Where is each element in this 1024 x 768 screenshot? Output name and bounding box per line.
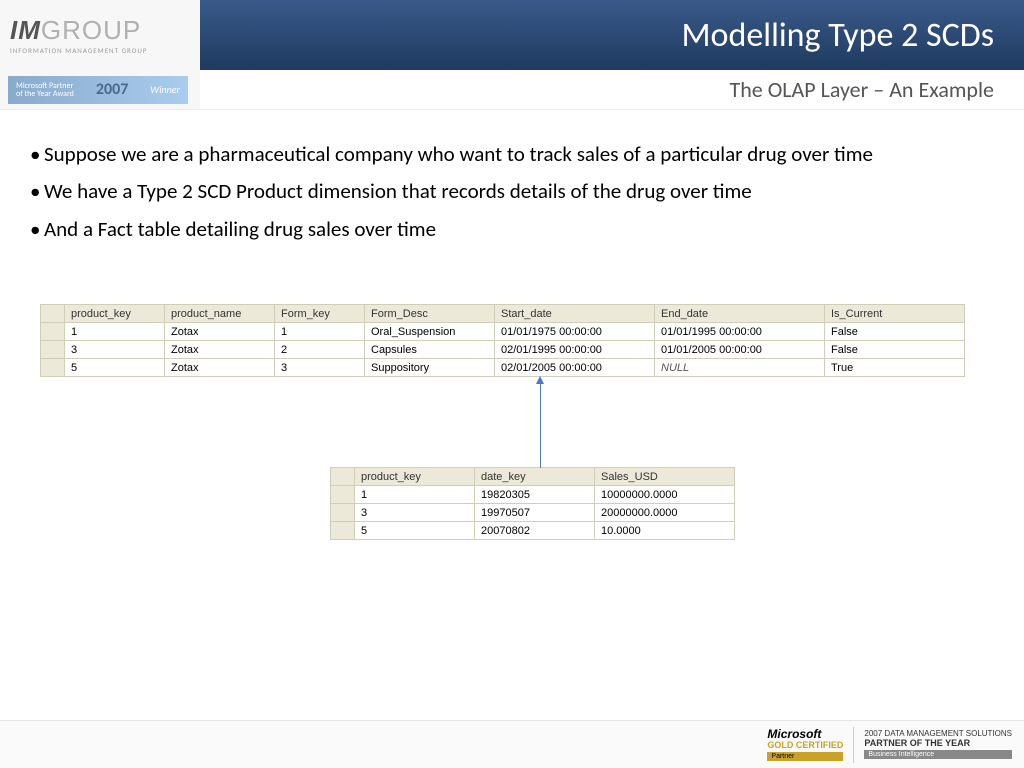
column-header: Start_date — [495, 305, 655, 323]
table-cell: 5 — [65, 359, 165, 377]
award-badge-area: Microsoft Partner of the Year Award 2007… — [0, 70, 200, 109]
badge-line2: of the Year Award — [16, 90, 74, 98]
table-cell: 01/01/2005 00:00:00 — [655, 341, 825, 359]
column-header: Sales_USD — [595, 468, 735, 486]
tables-area: product_keyproduct_nameForm_keyForm_Desc… — [30, 304, 994, 540]
row-header — [331, 522, 355, 540]
bullet-list: Suppose we are a pharmaceutical company … — [30, 140, 994, 244]
table-cell: 19820305 — [475, 486, 595, 504]
gold-certified: GOLD CERTIFIED — [767, 741, 843, 751]
table-cell: True — [825, 359, 965, 377]
row-header-corner — [41, 305, 65, 323]
badge-year: 2007 — [96, 80, 128, 99]
table-row: 5Zotax3Suppository02/01/2005 00:00:00NUL… — [41, 359, 965, 377]
dimension-table-wrap: product_keyproduct_nameForm_keyForm_Desc… — [40, 304, 994, 377]
table-cell: Capsules — [365, 341, 495, 359]
row-header — [41, 359, 65, 377]
ms-gold-cert: Microsoft GOLD CERTIFIED Partner — [757, 727, 843, 763]
poy-title: PARTNER OF THE YEAR — [864, 739, 1012, 749]
page-title: Modelling Type 2 SCDs — [681, 15, 994, 56]
row-header — [331, 504, 355, 522]
table-cell: 2 — [275, 341, 365, 359]
table-row: 31997050720000000.0000 — [331, 504, 735, 522]
table-cell: NULL — [655, 359, 825, 377]
fact-table: product_keydate_keySales_USD119820305100… — [330, 467, 735, 540]
award-badge: Microsoft Partner of the Year Award 2007… — [8, 76, 188, 104]
table-cell: Oral_Suspension — [365, 323, 495, 341]
table-cell: 19970507 — [475, 504, 595, 522]
table-cell: 1 — [355, 486, 475, 504]
footer: Microsoft GOLD CERTIFIED Partner 2007 DA… — [0, 720, 1024, 768]
column-header: date_key — [475, 468, 595, 486]
column-header: Is_Current — [825, 305, 965, 323]
column-header: Form_key — [275, 305, 365, 323]
table-cell: 20070802 — [475, 522, 595, 540]
logo: IMGROUP — [10, 15, 190, 46]
logo-subtitle: INFORMATION MANAGEMENT GROUP — [10, 46, 190, 55]
table-cell: 3 — [355, 504, 475, 522]
row-header-corner — [331, 468, 355, 486]
row-header — [41, 341, 65, 359]
column-header: product_key — [355, 468, 475, 486]
dimension-table: product_keyproduct_nameForm_keyForm_Desc… — [40, 304, 965, 377]
table-cell: 1 — [65, 323, 165, 341]
column-header: product_key — [65, 305, 165, 323]
table-row: 52007080210.0000 — [331, 522, 735, 540]
sub-header: Microsoft Partner of the Year Award 2007… — [0, 70, 1024, 110]
table-cell: 01/01/1995 00:00:00 — [655, 323, 825, 341]
table-cell: Suppository — [365, 359, 495, 377]
bi-label: Business Intelligence — [864, 750, 1012, 760]
table-cell: 02/01/2005 00:00:00 — [495, 359, 655, 377]
logo-light: GROUP — [41, 15, 141, 45]
column-header: Form_Desc — [365, 305, 495, 323]
logo-area: IMGROUP INFORMATION MANAGEMENT GROUP — [0, 0, 200, 70]
column-header: product_name — [165, 305, 275, 323]
bullet-item: We have a Type 2 SCD Product dimension t… — [30, 177, 994, 206]
table-cell: 20000000.0000 — [595, 504, 735, 522]
header: IMGROUP INFORMATION MANAGEMENT GROUP Mod… — [0, 0, 1024, 70]
bullet-item: And a Fact table detailing drug sales ov… — [30, 215, 994, 244]
badge-winner: Winner — [150, 83, 180, 96]
table-cell: Zotax — [165, 323, 275, 341]
table-cell: 02/01/1995 00:00:00 — [495, 341, 655, 359]
row-header — [41, 323, 65, 341]
table-cell: 1 — [275, 323, 365, 341]
table-cell: False — [825, 341, 965, 359]
subtitle: The OLAP Layer – An Example — [200, 70, 1024, 109]
content: Suppose we are a pharmaceutical company … — [0, 110, 1024, 550]
table-row: 1Zotax1Oral_Suspension01/01/1975 00:00:0… — [41, 323, 965, 341]
table-cell: 10000000.0000 — [595, 486, 735, 504]
table-cell: False — [825, 323, 965, 341]
table-cell: 5 — [355, 522, 475, 540]
table-cell: 10.0000 — [595, 522, 735, 540]
microsoft-logo-text: Microsoft — [767, 728, 843, 741]
partner-of-year: 2007 DATA MANAGEMENT SOLUTIONS PARTNER O… — [853, 727, 1012, 763]
partner-label: Partner — [767, 752, 843, 762]
logo-bold: IM — [10, 15, 41, 45]
table-row: 3Zotax2Capsules02/01/1995 00:00:0001/01/… — [41, 341, 965, 359]
column-header: End_date — [655, 305, 825, 323]
table-cell: Zotax — [165, 341, 275, 359]
relationship-arrow — [540, 382, 541, 468]
row-header — [331, 486, 355, 504]
table-row: 11982030510000000.0000 — [331, 486, 735, 504]
title-bar: Modelling Type 2 SCDs — [200, 0, 1024, 70]
fact-table-wrap: product_keydate_keySales_USD119820305100… — [330, 467, 994, 540]
table-cell: Zotax — [165, 359, 275, 377]
table-cell: 01/01/1975 00:00:00 — [495, 323, 655, 341]
bullet-item: Suppose we are a pharmaceutical company … — [30, 140, 994, 169]
table-cell: 3 — [275, 359, 365, 377]
badge-text: Microsoft Partner of the Year Award — [16, 82, 74, 98]
table-cell: 3 — [65, 341, 165, 359]
